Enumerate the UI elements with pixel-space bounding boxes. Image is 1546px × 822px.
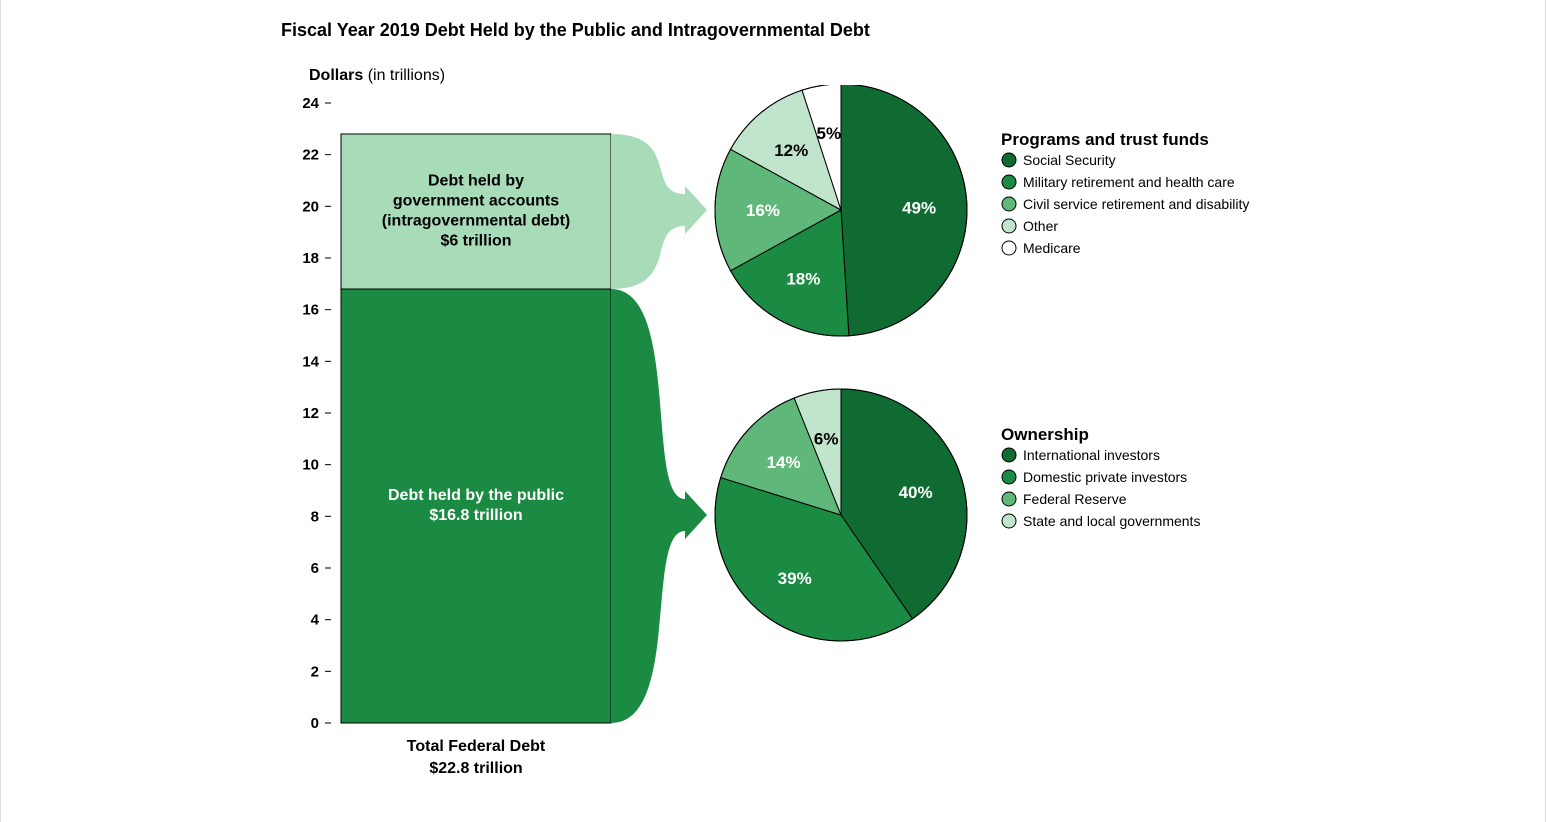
legend-title-bottom: Ownership (1001, 425, 1089, 444)
legend-title-top: Programs and trust funds (1001, 130, 1209, 149)
y-axis-label-rest: (in trillions) (363, 67, 445, 84)
y-tick-label: 20 (302, 198, 319, 215)
legend-swatch-top-2 (1002, 197, 1016, 211)
y-tick-label: 18 (302, 250, 319, 267)
y-tick-label: 22 (302, 147, 319, 164)
pie-pct-bottom-2: 14% (767, 453, 801, 472)
legend-swatch-top-1 (1002, 175, 1016, 189)
bar-segment-label: $6 trillion (440, 233, 511, 250)
pie-pct-bottom-3: 6% (814, 429, 839, 448)
connector-intragov (611, 134, 707, 289)
legend-swatch-bottom-3 (1002, 514, 1016, 528)
connector-public (611, 289, 707, 723)
pie-pct-top-2: 16% (746, 201, 780, 220)
y-tick-label: 14 (302, 353, 319, 370)
bar-segment-label: Debt held by (428, 173, 524, 190)
y-tick-label: 6 (311, 560, 319, 577)
bar-segment-intragov (341, 134, 611, 289)
legend-label-bottom-1: Domestic private investors (1023, 469, 1187, 485)
chart-title: Fiscal Year 2019 Debt Held by the Public… (281, 20, 1525, 41)
legend-swatch-bottom-0 (1002, 448, 1016, 462)
y-axis-label: Dollars (in trillions) (309, 67, 1525, 85)
chart-area: 024681012141618202224Debt held by the pu… (281, 85, 1301, 805)
legend-label-bottom-3: State and local governments (1023, 513, 1200, 529)
bar-total-label: Total Federal Debt (407, 738, 546, 755)
pie-pct-top-4: 5% (816, 124, 841, 143)
legend-swatch-top-0 (1002, 153, 1016, 167)
y-tick-label: 8 (311, 508, 319, 525)
legend-label-top-4: Medicare (1023, 240, 1081, 256)
pie-pct-top-0: 49% (902, 199, 936, 218)
y-tick-label: 16 (302, 302, 319, 319)
y-tick-label: 24 (302, 95, 319, 112)
y-tick-label: 0 (311, 715, 319, 732)
legend-swatch-bottom-2 (1002, 492, 1016, 506)
legend-label-top-0: Social Security (1023, 152, 1116, 168)
bar-total-value: $22.8 trillion (429, 760, 522, 777)
legend-label-top-1: Military retirement and health care (1023, 174, 1235, 190)
y-tick-label: 10 (302, 457, 319, 474)
pie-pct-top-1: 18% (786, 269, 820, 288)
legend-label-bottom-2: Federal Reserve (1023, 491, 1127, 507)
y-tick-label: 4 (311, 612, 320, 629)
page: Fiscal Year 2019 Debt Held by the Public… (0, 0, 1546, 822)
bar-segment-label: government accounts (393, 193, 559, 210)
pie-pct-top-3: 12% (774, 141, 808, 160)
legend-label-top-2: Civil service retirement and disability (1023, 196, 1249, 212)
pie-pct-bottom-0: 40% (899, 483, 933, 502)
chart-svg: 024681012141618202224Debt held by the pu… (281, 85, 1341, 805)
y-tick-label: 2 (311, 663, 319, 680)
bar-segment-label: Debt held by the public (388, 487, 564, 504)
bar-segment-label: $16.8 trillion (429, 507, 522, 524)
bar-segment-public (341, 289, 611, 723)
pie-pct-bottom-1: 39% (778, 569, 812, 588)
legend-label-bottom-0: International investors (1023, 447, 1160, 463)
legend-swatch-top-4 (1002, 241, 1016, 255)
y-tick-label: 12 (302, 405, 319, 422)
legend-swatch-top-3 (1002, 219, 1016, 233)
bar-segment-label: (intragovernmental debt) (382, 213, 570, 230)
legend-label-top-3: Other (1023, 218, 1058, 234)
legend-swatch-bottom-1 (1002, 470, 1016, 484)
y-axis-label-bold: Dollars (309, 67, 363, 84)
